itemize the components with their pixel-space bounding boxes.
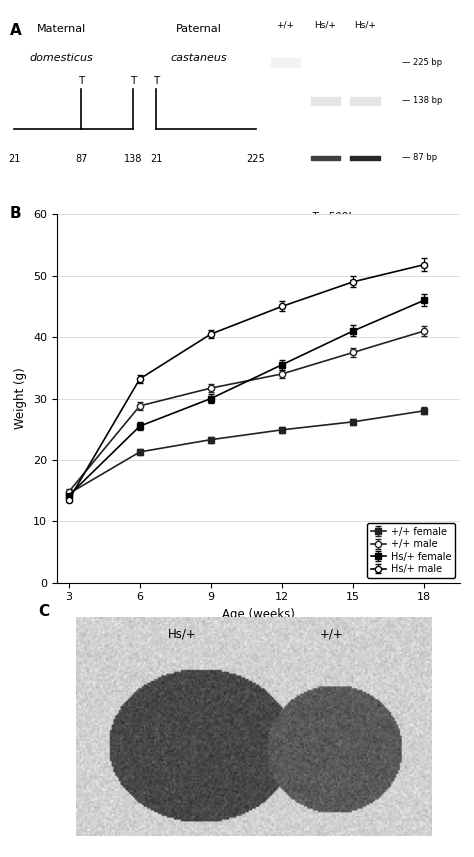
Text: Paternal: Paternal bbox=[176, 24, 222, 34]
Y-axis label: Weight (g): Weight (g) bbox=[15, 368, 27, 429]
Text: C: C bbox=[38, 604, 49, 620]
Text: Hs/+: Hs/+ bbox=[168, 628, 197, 641]
Text: 21: 21 bbox=[8, 154, 20, 164]
Text: T: T bbox=[129, 75, 136, 86]
Text: A: A bbox=[9, 22, 21, 38]
Text: Hs/+: Hs/+ bbox=[314, 21, 336, 29]
Text: 21: 21 bbox=[150, 154, 163, 164]
Text: +/+: +/+ bbox=[320, 628, 344, 641]
X-axis label: Age (weeks): Age (weeks) bbox=[222, 608, 295, 621]
Text: — 87 bp: — 87 bp bbox=[402, 153, 438, 163]
Text: Hs/+: Hs/+ bbox=[354, 21, 376, 29]
Text: T: T bbox=[78, 75, 84, 86]
Text: — 138 bp: — 138 bp bbox=[402, 96, 443, 105]
Text: — 225 bp: — 225 bp bbox=[402, 58, 442, 68]
Text: +/+: +/+ bbox=[276, 21, 294, 29]
Text: Maternal: Maternal bbox=[37, 24, 86, 34]
Text: 138: 138 bbox=[124, 154, 142, 164]
Text: Tsp509I: Tsp509I bbox=[312, 212, 352, 222]
Text: 225: 225 bbox=[246, 154, 265, 164]
Text: castaneus: castaneus bbox=[171, 53, 228, 63]
Legend: +/+ female, +/+ male, Hs/+ female, Hs/+ male: +/+ female, +/+ male, Hs/+ female, Hs/+ … bbox=[367, 523, 455, 578]
Text: B: B bbox=[9, 206, 21, 221]
Text: T: T bbox=[153, 75, 160, 86]
Text: 87: 87 bbox=[75, 154, 87, 164]
Text: domesticus: domesticus bbox=[30, 53, 93, 63]
